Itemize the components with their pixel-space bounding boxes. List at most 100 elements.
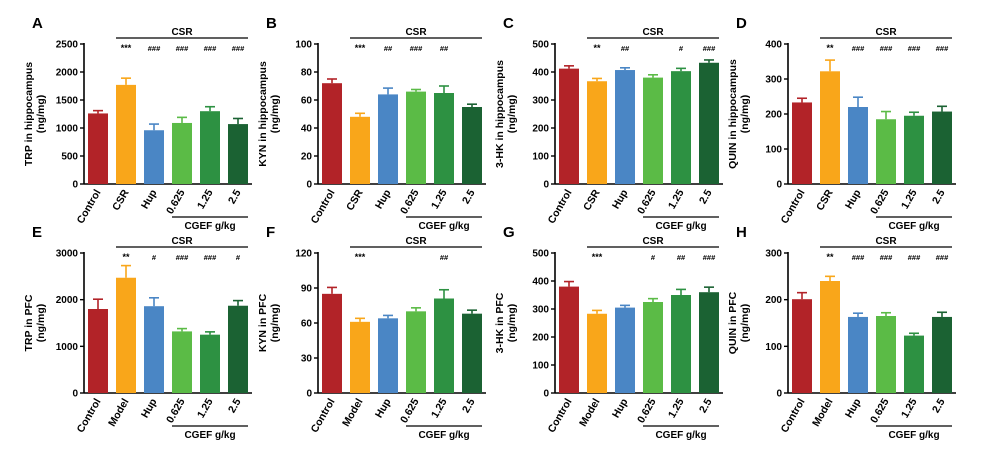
x-tick-label: Model bbox=[810, 396, 836, 428]
x-tick-label: CSR bbox=[344, 187, 366, 213]
y-tick-label: 100 bbox=[532, 361, 549, 372]
y-tick-label: 0 bbox=[543, 389, 549, 400]
x-tick-label: 1.25 bbox=[429, 187, 450, 211]
x-tick-label: 1.25 bbox=[195, 396, 216, 420]
y-tick-label: 3000 bbox=[56, 249, 79, 260]
y-axis-label-line: QUIN in hippocampus bbox=[727, 59, 739, 169]
x-tick-label: CSR bbox=[110, 187, 132, 213]
bar-0625 bbox=[172, 122, 192, 184]
y-axis-label: 3-HK in hippocampus(ng/mg) bbox=[494, 60, 518, 168]
bar-model bbox=[350, 321, 370, 393]
y-tick-label: 60 bbox=[301, 96, 313, 107]
significance-label: ### bbox=[232, 44, 245, 53]
x-tick-label: Hup bbox=[843, 397, 864, 421]
bar-control bbox=[792, 102, 812, 184]
y-tick-label: 40 bbox=[301, 124, 313, 135]
y-axis-label: TRP in hippocampus(ng/mg) bbox=[23, 62, 47, 166]
bar-25 bbox=[932, 111, 952, 184]
bar-control bbox=[322, 293, 342, 393]
bar-csr bbox=[116, 84, 136, 184]
x-tick-label: 0.625 bbox=[868, 187, 892, 216]
x-tick-label: 2.5 bbox=[930, 187, 948, 206]
x-tick-label: 0.625 bbox=[635, 187, 659, 216]
bar-hup bbox=[144, 130, 164, 184]
y-tick-label: 400 bbox=[765, 40, 782, 51]
bar-model bbox=[820, 281, 840, 393]
significance-label: ### bbox=[148, 44, 161, 53]
y-tick-label: 0 bbox=[776, 389, 782, 400]
significance-label: *** bbox=[121, 43, 132, 53]
y-tick-label: 0 bbox=[543, 180, 549, 191]
y-tick-label: 1000 bbox=[56, 124, 79, 135]
panel-letter: G bbox=[503, 224, 515, 241]
y-tick-label: 2000 bbox=[56, 68, 79, 79]
y-axis-label-line: QUIN in PFC bbox=[727, 291, 739, 354]
x-tick-label: Control bbox=[75, 187, 104, 225]
comparison-label: CSR bbox=[405, 27, 427, 38]
dose-group-label: CGEF g/kg bbox=[888, 430, 939, 441]
y-axis-label-line: KYN in hippocampus bbox=[257, 61, 269, 167]
y-axis-label-line: (ng/mg) bbox=[269, 304, 281, 343]
panel-e: E 0 1000 2000 3000 Control ** Model # Hup ### 0.625… bbox=[32, 224, 252, 441]
comparison-label: CSR bbox=[642, 27, 664, 38]
significance-label: ### bbox=[176, 253, 189, 262]
panel-letter: F bbox=[266, 224, 275, 241]
significance-label: # bbox=[152, 253, 157, 262]
panel-c: C 0 100 200 300 400 500 Control ** CSR ## Hup 0.625 #… bbox=[503, 15, 723, 232]
bar-0625 bbox=[172, 331, 192, 393]
x-tick-label: CSR bbox=[814, 187, 836, 213]
bar-hup bbox=[615, 307, 635, 393]
comparison-label: CSR bbox=[171, 236, 193, 247]
x-tick-label: 1.25 bbox=[429, 396, 450, 420]
significance-label: *** bbox=[355, 252, 366, 262]
x-tick-label: 2.5 bbox=[697, 187, 715, 206]
significance-label: ## bbox=[440, 253, 449, 262]
y-axis-label: 3-HK in PFC(ng/mg) bbox=[494, 292, 518, 353]
significance-label: ** bbox=[826, 43, 834, 53]
panel-f: F 0 30 60 90 120 Control *** Model Hup 0.625 ## 1.25… bbox=[266, 224, 486, 441]
y-tick-label: 80 bbox=[301, 68, 313, 79]
bar-csr bbox=[820, 71, 840, 184]
y-tick-label: 400 bbox=[532, 277, 549, 288]
significance-label: ### bbox=[703, 44, 716, 53]
y-tick-label: 0 bbox=[306, 180, 312, 191]
y-tick-label: 120 bbox=[295, 249, 312, 260]
y-tick-label: 0 bbox=[72, 180, 78, 191]
y-tick-label: 300 bbox=[532, 305, 549, 316]
x-tick-label: Model bbox=[340, 396, 366, 428]
x-tick-label: 0.625 bbox=[635, 396, 659, 425]
significance-label: ### bbox=[936, 44, 949, 53]
significance-label: ### bbox=[880, 44, 893, 53]
bar-control bbox=[322, 83, 342, 184]
x-tick-label: 2.5 bbox=[226, 187, 244, 206]
x-tick-label: 0.625 bbox=[164, 396, 188, 425]
y-tick-label: 1500 bbox=[56, 96, 79, 107]
dose-group-label: CGEF g/kg bbox=[655, 430, 706, 441]
x-tick-label: Hup bbox=[610, 188, 631, 212]
x-tick-label: 1.25 bbox=[899, 396, 920, 420]
significance-label: ## bbox=[621, 44, 630, 53]
x-tick-label: Model bbox=[106, 396, 132, 428]
significance-label: ### bbox=[908, 253, 921, 262]
significance-label: ## bbox=[677, 253, 686, 262]
x-tick-label: Control bbox=[546, 187, 575, 225]
x-tick-label: 1.25 bbox=[899, 187, 920, 211]
bar-0625 bbox=[876, 119, 896, 184]
significance-label: ### bbox=[852, 253, 865, 262]
y-axis-label-line: (ng/mg) bbox=[269, 95, 281, 134]
bar-control bbox=[559, 286, 579, 393]
bar-control bbox=[792, 299, 812, 393]
y-tick-label: 100 bbox=[765, 342, 782, 353]
significance-label: ### bbox=[908, 44, 921, 53]
y-axis-label-line: (ng/mg) bbox=[35, 304, 47, 343]
bar-control bbox=[88, 113, 108, 184]
x-tick-label: CSR bbox=[581, 187, 603, 213]
significance-label: ### bbox=[204, 253, 217, 262]
bar-hup bbox=[378, 318, 398, 393]
bar-hup bbox=[848, 107, 868, 184]
significance-label: # bbox=[236, 253, 241, 262]
bar-hup bbox=[615, 70, 635, 184]
significance-label: ** bbox=[593, 43, 601, 53]
x-tick-label: Hup bbox=[139, 397, 160, 421]
